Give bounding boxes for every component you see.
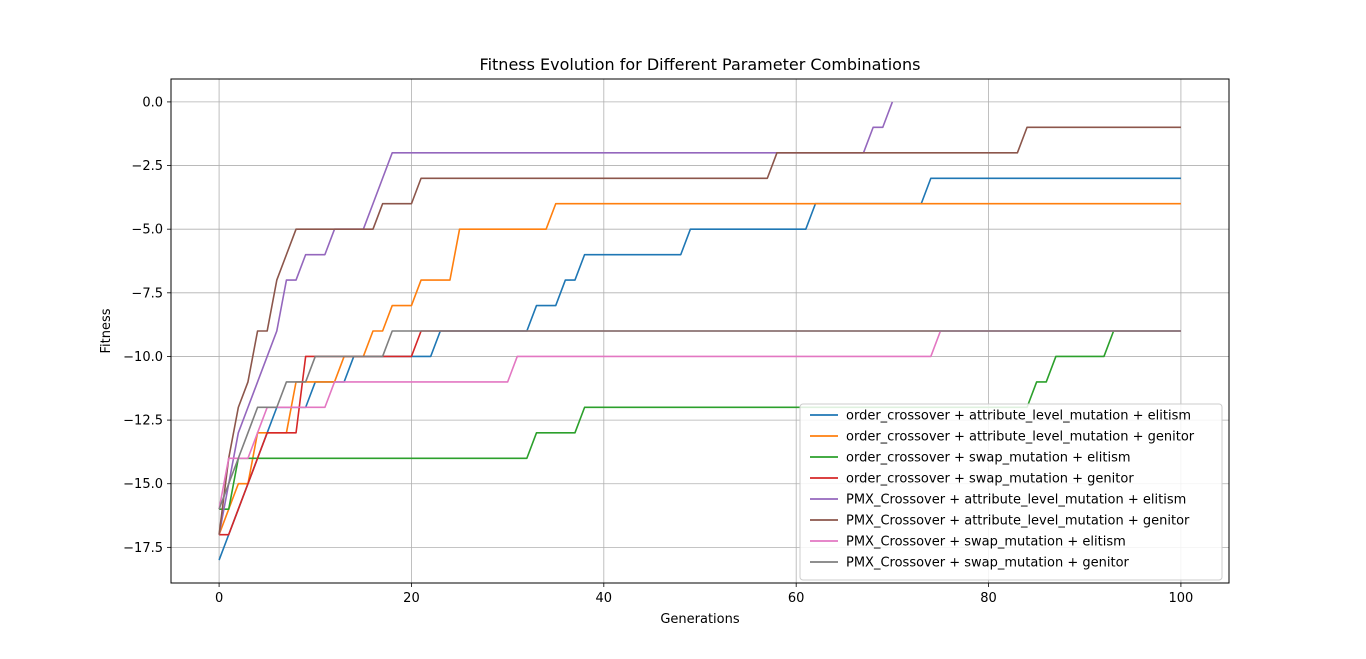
legend-entry-label: PMX_Crossover + swap_mutation + genitor [846,556,1130,571]
legend-entry-label: order_crossover + swap_mutation + elitis… [846,451,1131,466]
tick-layer: 0 20 40 60 80 100 0.0 −2.5 −5.0 −7.5 −10.0 −12.5 −15… [123,95,1193,606]
y-tick-label: −17.5 [123,541,163,556]
x-tick-label: 0 [215,591,223,606]
series-line-6 [218,126,1181,535]
y-tick-label: −5.0 [131,223,163,238]
y-tick-label: 0.0 [142,95,163,110]
legend-entry-label: order_crossover + attribute_level_mutati… [846,409,1191,424]
x-tick-label: 80 [980,591,997,606]
legend-entry-label: PMX_Crossover + attribute_level_mutation… [846,514,1190,529]
y-axis-label: Fitness [99,308,114,353]
x-tick-label: 20 [403,591,420,606]
series-layer [218,101,1181,561]
series-line-7 [218,330,1181,510]
series-line-8 [218,330,1181,510]
legend-entry-label: order_crossover + swap_mutation + genito… [846,472,1134,487]
legend-box [799,403,1223,581]
y-tick-label: −15.0 [123,477,163,492]
x-axis-label: Generations [660,612,740,627]
y-tick-label: −12.5 [123,414,163,429]
plot-frame [170,78,1230,584]
x-tick-label: 60 [788,591,805,606]
series-line-2 [218,202,1181,535]
x-tick-label: 100 [1168,591,1193,606]
series-line-4 [219,330,1181,536]
legend: order_crossover + attribute_level_mutati… [799,403,1223,581]
legend-entry-label: order_crossover + attribute_level_mutati… [846,430,1195,445]
x-tick-label: 40 [596,591,613,606]
legend-entry-label: PMX_Crossover + attribute_level_mutation… [846,493,1186,508]
legend-entry-label: PMX_Crossover + swap_mutation + elitism [846,535,1126,550]
y-tick-label: −7.5 [131,286,163,301]
y-tick-label: −10.0 [123,350,163,365]
y-tick-label: −2.5 [131,159,163,174]
chart-title: Fitness Evolution for Different Paramete… [480,55,921,74]
